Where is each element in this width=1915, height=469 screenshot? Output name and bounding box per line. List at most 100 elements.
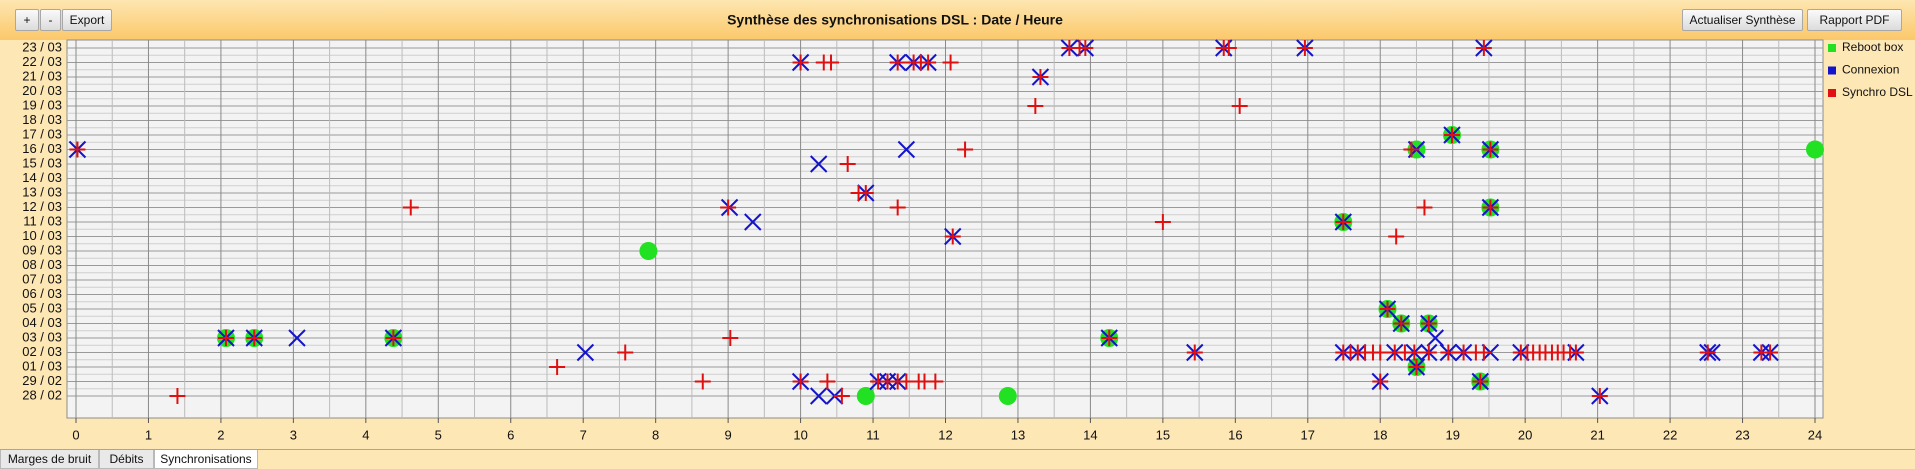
x-tick-label: 8	[652, 427, 659, 442]
point	[1699, 344, 1716, 361]
point	[1408, 359, 1425, 375]
point	[1475, 344, 1492, 361]
point	[1372, 373, 1389, 390]
x-tick-label: 5	[435, 427, 442, 442]
point	[944, 228, 961, 245]
point	[998, 387, 1017, 405]
point	[385, 330, 402, 346]
point	[1406, 344, 1423, 361]
point	[1420, 344, 1437, 361]
pdf-button[interactable]: Rapport PDF	[1807, 9, 1902, 31]
point	[920, 54, 937, 71]
y-tick-label: 13 / 03	[22, 184, 62, 199]
x-tick-label: 14	[1083, 427, 1097, 442]
point	[694, 373, 711, 390]
x-tick-label: 4	[362, 427, 369, 442]
point	[1186, 344, 1203, 361]
point	[809, 387, 828, 405]
point	[1420, 315, 1437, 332]
y-tick-label: 11 / 03	[23, 213, 62, 228]
x-tick-label: 13	[1011, 427, 1025, 442]
point	[839, 156, 856, 172]
y-tick-label: 08 / 03	[22, 257, 62, 272]
point	[1426, 329, 1445, 347]
point	[1154, 214, 1171, 230]
export-button[interactable]: Export	[62, 9, 112, 31]
point	[617, 344, 634, 361]
tab-active[interactable]: Synchronisations	[154, 450, 258, 469]
point	[889, 54, 906, 71]
point	[246, 330, 263, 346]
y-tick-label: 03 / 03	[22, 329, 62, 344]
point	[1231, 98, 1248, 114]
x-tick-label: 11	[866, 427, 880, 442]
point	[1416, 199, 1433, 216]
y-tick-label: 16 / 03	[22, 141, 62, 156]
point	[856, 387, 875, 405]
x-tick-label: 7	[580, 427, 587, 442]
y-tick-label: 04 / 03	[22, 315, 62, 330]
y-tick-label: 02 / 03	[22, 344, 62, 359]
point	[402, 199, 419, 216]
y-tick-label: 05 / 03	[22, 300, 62, 315]
point	[1027, 98, 1044, 114]
point	[744, 213, 762, 231]
point	[957, 141, 974, 158]
x-tick-label: 2	[217, 427, 224, 442]
x-tick-label: 9	[725, 427, 732, 442]
point	[792, 54, 809, 71]
legend-swatch	[1828, 89, 1836, 97]
tab[interactable]: Débits	[99, 450, 154, 469]
x-tick-label: 15	[1156, 427, 1170, 442]
y-tick-label: 19 / 03	[22, 97, 62, 112]
legend-swatch	[1828, 66, 1836, 75]
y-tick-label: 29 / 02	[22, 373, 62, 388]
legend-label: Connexion	[1842, 63, 1899, 77]
point	[722, 330, 739, 346]
point	[1101, 330, 1118, 346]
point	[1403, 141, 1420, 158]
point	[1296, 40, 1313, 56]
y-tick-label: 20 / 03	[22, 83, 62, 98]
x-tick-label: 22	[1663, 427, 1677, 442]
point	[169, 388, 186, 404]
zoom-in-button[interactable]: +	[15, 9, 39, 31]
point	[639, 242, 658, 260]
point	[889, 199, 906, 216]
point	[69, 141, 86, 158]
point	[549, 359, 566, 375]
point	[942, 54, 959, 71]
x-tick-label: 0	[72, 427, 79, 442]
point	[1388, 228, 1405, 245]
chart-title: Synthèse des synchronisations DSL : Date…	[727, 12, 1063, 28]
point	[1475, 40, 1492, 56]
point	[809, 155, 828, 173]
point	[1077, 40, 1094, 56]
legend-label: Synchro DSL	[1842, 85, 1913, 99]
point	[1762, 344, 1779, 361]
y-tick-label: 10 / 03	[22, 228, 62, 243]
point	[1482, 199, 1499, 216]
point	[792, 373, 809, 390]
x-tick-label: 3	[290, 427, 297, 442]
y-tick-label: 21 / 03	[22, 68, 62, 83]
point	[1379, 301, 1396, 317]
y-tick-label: 12 / 03	[22, 199, 62, 214]
point	[819, 373, 836, 390]
toolbar	[0, 0, 1915, 40]
x-tick-label: 23	[1735, 427, 1749, 442]
refresh-button[interactable]: Actualiser Synthèse	[1682, 9, 1803, 31]
point	[576, 343, 595, 362]
point	[1032, 69, 1049, 85]
point	[927, 373, 944, 390]
point	[1440, 344, 1457, 361]
point	[1482, 141, 1499, 158]
point	[833, 388, 850, 404]
x-tick-label: 19	[1445, 427, 1459, 442]
zoom-out-button[interactable]: -	[40, 9, 61, 31]
tab[interactable]: Marges de bruit	[0, 450, 99, 469]
point	[823, 54, 840, 71]
x-tick-label: 16	[1228, 427, 1242, 442]
